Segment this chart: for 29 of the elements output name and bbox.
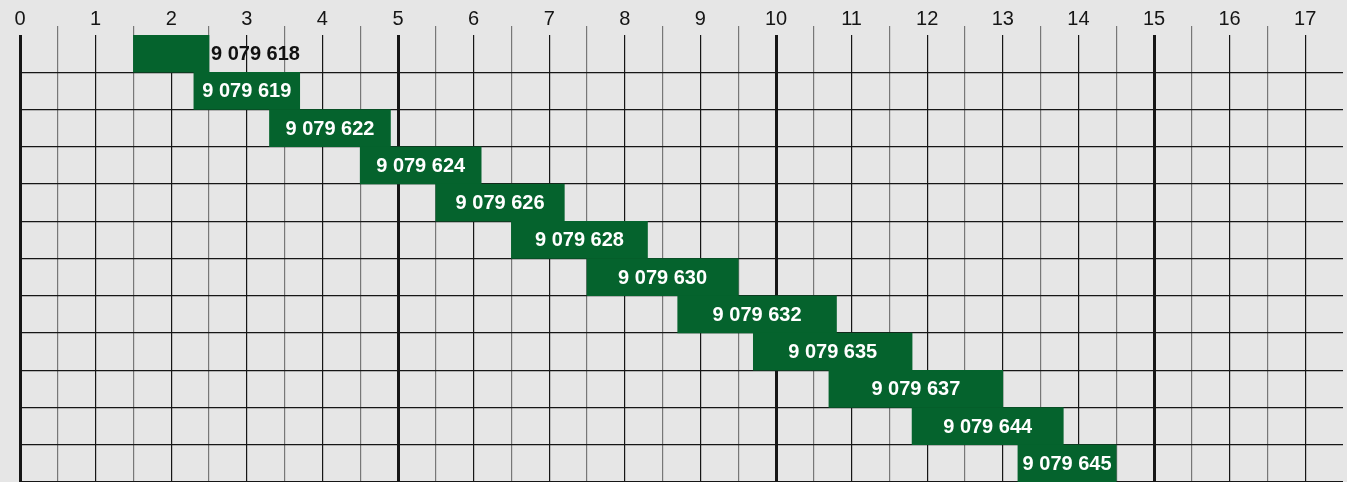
y-tick-label: 9 079 619 — [202, 79, 292, 102]
y-tick-label: 9 079 635 — [788, 340, 878, 363]
x-tick-label: 7 — [543, 6, 555, 29]
x-tick-label: 10 — [764, 6, 788, 29]
x-tick-label: 0 — [14, 6, 26, 29]
x-tick-label: 4 — [316, 6, 328, 29]
x-tick-label: 17 — [1294, 6, 1317, 29]
x-tick-label: 5 — [392, 6, 404, 29]
x-tick-label: 8 — [619, 6, 631, 29]
x-tick-label: 9 — [694, 6, 706, 29]
x-tick-label: 11 — [841, 6, 862, 29]
x-tick-label: 1 — [90, 6, 102, 29]
y-tick-label: 9 079 622 — [285, 116, 375, 139]
x-tick-label: 16 — [1218, 6, 1241, 29]
x-tick-label: 15 — [1142, 6, 1166, 29]
x-tick-label: 2 — [165, 6, 177, 29]
x-tick-label: 14 — [1067, 6, 1090, 29]
x-tick-label: 3 — [241, 6, 253, 29]
y-tick-label: 9 079 637 — [871, 377, 961, 400]
y-tick-label: 9 079 628 — [534, 228, 624, 251]
y-tick-label: 9 079 630 — [618, 265, 708, 288]
y-tick-label: 9 079 645 — [1022, 451, 1112, 474]
x-tick-label: 12 — [916, 6, 939, 29]
y-tick-label: 9 079 626 — [455, 191, 545, 214]
x-tick-label: 13 — [991, 6, 1014, 29]
y-tick-label: 9 079 644 — [943, 414, 1034, 437]
x-tick-label: 6 — [468, 6, 480, 29]
y-tick-label: 9 079 624 — [376, 153, 467, 176]
y-tick-label: 9 079 632 — [712, 302, 802, 325]
